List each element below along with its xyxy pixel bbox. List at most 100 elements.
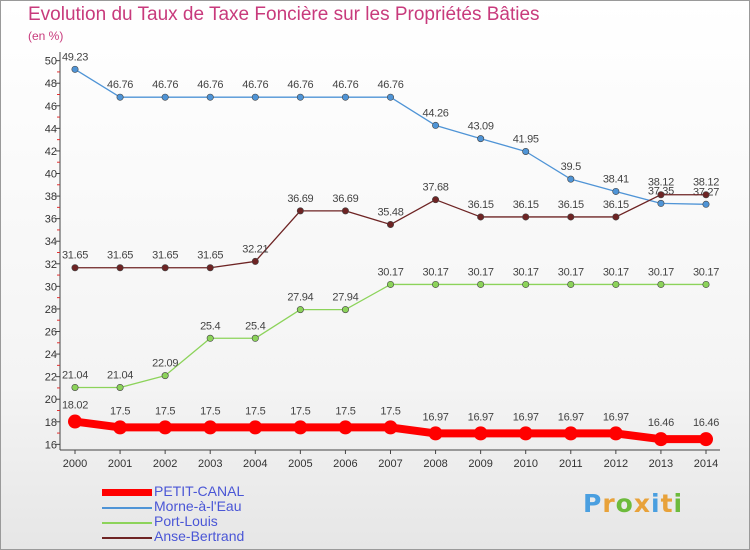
logo-letter: t (660, 489, 674, 518)
data-label: 30.17 (513, 266, 539, 278)
data-point (68, 414, 82, 429)
y-tick-label: 20 (45, 394, 57, 406)
data-label: 36.15 (513, 199, 539, 211)
data-label: 21.04 (107, 369, 133, 381)
data-label: 17.5 (200, 405, 220, 417)
x-tick-label: 2009 (468, 458, 492, 470)
data-label: 25.4 (245, 320, 265, 332)
data-label: 31.65 (152, 250, 178, 262)
data-label: 46.76 (287, 79, 313, 91)
data-point (341, 93, 349, 101)
data-point (386, 93, 394, 101)
legend-item-anse-bertrand: Anse-Bertrand (102, 528, 342, 545)
data-label: 30.17 (377, 266, 403, 278)
x-tick-label: 2013 (649, 458, 673, 470)
data-point (477, 213, 485, 221)
data-label: 36.15 (558, 199, 584, 211)
y-tick-label: 46 (45, 101, 57, 113)
y-tick-label: 30 (45, 281, 57, 293)
data-point (432, 121, 440, 129)
x-tick-label: 2006 (333, 458, 357, 470)
data-label: 18.02 (62, 400, 88, 412)
data-point (116, 264, 124, 272)
data-label: 36.69 (332, 193, 358, 205)
data-point (657, 191, 665, 199)
data-point (71, 65, 79, 73)
y-tick-label: 36 (45, 214, 57, 226)
data-point (338, 420, 353, 435)
data-point (296, 207, 304, 215)
data-label: 30.17 (648, 266, 674, 278)
data-label: 31.65 (197, 250, 223, 262)
data-label: 17.5 (290, 405, 310, 417)
data-point (296, 306, 304, 314)
y-tick-label: 50 (45, 56, 57, 68)
data-point (341, 306, 349, 314)
data-label: 17.5 (245, 405, 265, 417)
chart-title: Evolution du Taux de Taxe Foncière sur l… (28, 4, 540, 25)
data-label: 17.5 (155, 405, 175, 417)
data-label: 16.46 (693, 417, 719, 429)
y-tick-label: 28 (45, 304, 57, 316)
data-point (432, 280, 440, 288)
data-point (518, 426, 533, 441)
data-point (428, 426, 443, 441)
y-tick-label: 40 (45, 169, 57, 181)
data-label: 41.95 (513, 133, 539, 145)
data-point (608, 426, 623, 441)
x-tick-label: 2003 (198, 458, 222, 470)
data-label: 37.68 (423, 182, 449, 194)
y-tick-label: 34 (45, 236, 57, 248)
data-point (161, 264, 169, 272)
proxiti-logo: Proxiti (583, 489, 683, 518)
y-tick-label: 32 (45, 259, 57, 271)
x-tick-label: 2000 (63, 458, 87, 470)
data-label: 44.26 (423, 107, 449, 119)
x-tick-label: 2008 (423, 458, 447, 470)
data-label: 17.5 (380, 405, 400, 417)
data-label: 30.17 (423, 266, 449, 278)
data-label: 39.5 (561, 161, 581, 173)
y-tick-label: 42 (45, 146, 57, 158)
data-point (161, 372, 169, 380)
x-tick-label: 2004 (243, 458, 267, 470)
data-label: 30.17 (558, 266, 584, 278)
y-tick-label: 24 (45, 349, 57, 361)
data-label: 31.65 (62, 250, 88, 262)
data-label: 30.17 (693, 266, 719, 278)
chart-legend: PETIT-CANAL Morne-à-l'Eau Port-Louis Ans… (102, 483, 342, 545)
data-label: 46.76 (197, 79, 223, 91)
x-tick-label: 2002 (153, 458, 177, 470)
data-point (522, 280, 530, 288)
data-point (386, 280, 394, 288)
data-point (206, 334, 214, 342)
data-label: 30.17 (603, 266, 629, 278)
data-label: 49.23 (62, 51, 88, 63)
data-label: 46.76 (242, 79, 268, 91)
y-tick-label: 38 (45, 191, 57, 203)
data-point (161, 93, 169, 101)
data-label: 16.46 (648, 417, 674, 429)
logo-letter: P (583, 489, 603, 518)
legend-item-morne-a-l-eau: Morne-à-l'Eau (102, 498, 342, 515)
data-point (477, 280, 485, 288)
data-label: 46.76 (107, 79, 133, 91)
data-label: 16.97 (603, 411, 629, 423)
data-label: 35.48 (377, 207, 403, 219)
data-point (116, 383, 124, 391)
data-point (522, 213, 530, 221)
data-point (473, 426, 488, 441)
data-point (383, 420, 398, 435)
data-label: 16.97 (513, 411, 539, 423)
data-label: 17.5 (110, 405, 130, 417)
legend-swatch (102, 537, 152, 539)
data-point (477, 135, 485, 143)
logo-letter: r (602, 489, 616, 518)
data-label: 17.5 (335, 405, 355, 417)
x-tick-label: 2012 (604, 458, 628, 470)
data-point (248, 420, 263, 435)
data-label: 31.65 (107, 250, 133, 262)
y-tick-label: 16 (45, 439, 57, 451)
data-point (203, 420, 218, 435)
data-point (612, 187, 620, 195)
